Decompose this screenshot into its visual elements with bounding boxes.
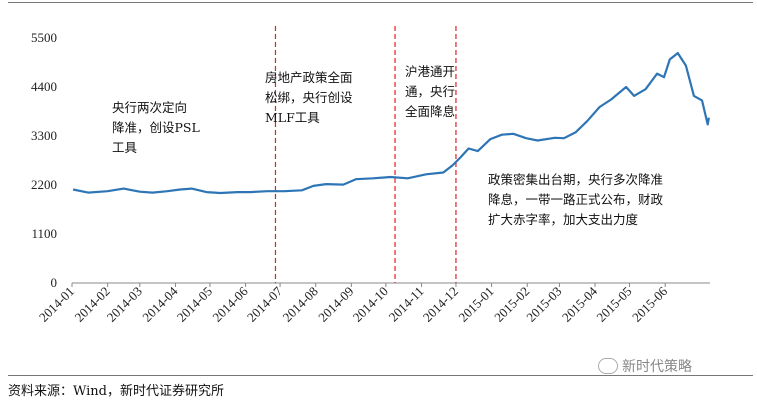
y-tick-label: 5500 (31, 30, 57, 45)
x-tick-label: 2014-09 (315, 284, 356, 325)
x-tick-label: 2014-12 (420, 284, 461, 325)
x-tick-label: 2014-06 (209, 283, 251, 325)
x-tick-label: 2015-06 (629, 283, 671, 325)
x-tick-label: 2014-03 (104, 284, 145, 325)
top-rule (8, 2, 753, 3)
annotation-line: MLF工具 (265, 110, 320, 125)
y-tick-label: 3300 (31, 128, 57, 143)
x-tick-label: 2014-11 (386, 284, 427, 325)
x-tick-label: 2015-04 (559, 283, 601, 325)
x-tick-label: 2015-02 (491, 284, 532, 325)
x-tick-label: 2014-05 (174, 284, 215, 325)
y-tick-label: 0 (51, 275, 58, 290)
event-markers (274, 26, 457, 283)
annotation-line: 降息，一带一路正式公布，财政 (488, 192, 664, 207)
y-tick-label: 1100 (31, 226, 57, 241)
x-tick-label: 2014-02 (72, 284, 113, 325)
watermark-text: 新时代策略 (622, 359, 692, 375)
x-tick-label: 2014-07 (244, 283, 286, 325)
annotation-line: 沪港通开 (405, 64, 455, 79)
annotation-line: 全面降息 (405, 104, 455, 119)
annotation-line: 工具 (112, 140, 138, 155)
annotation-line: 扩大赤字率，加大支出力度 (488, 212, 639, 227)
annotation-line: 通，央行 (405, 84, 455, 99)
series-line (72, 51, 710, 195)
x-axis: 2014-012014-022014-032014-042014-052014-… (36, 282, 710, 325)
annotation-line: 政策密集出台期，央行多次降准 (488, 172, 663, 187)
y-tick-label: 4400 (31, 79, 57, 94)
x-tick-label: 2014-08 (280, 284, 321, 325)
x-tick-label: 2015-03 (523, 284, 564, 325)
x-tick-label: 2015-01 (455, 284, 496, 325)
source-note: 资料来源：Wind，新时代证券研究所 (8, 384, 224, 399)
series-layer (72, 51, 710, 195)
x-tick-label: 2014-10 (350, 284, 391, 325)
y-axis: 5500 4400 3300 2200 1100 0 (31, 30, 57, 290)
annotation-line: 央行两次定向 (112, 100, 187, 115)
footer-rule (8, 375, 753, 376)
annotation-line: 松绑，央行创设 (265, 90, 353, 105)
annotation-line: 房地产政策全面 (265, 70, 353, 85)
y-tick-label: 2200 (31, 177, 57, 192)
watermark: 新时代策略 (598, 356, 692, 376)
wechat-icon (598, 358, 618, 374)
x-tick-label: 2015-05 (593, 284, 634, 325)
x-tick-label: 2014-04 (139, 283, 181, 325)
annotation-line: 降准，创设PSL (112, 120, 200, 135)
